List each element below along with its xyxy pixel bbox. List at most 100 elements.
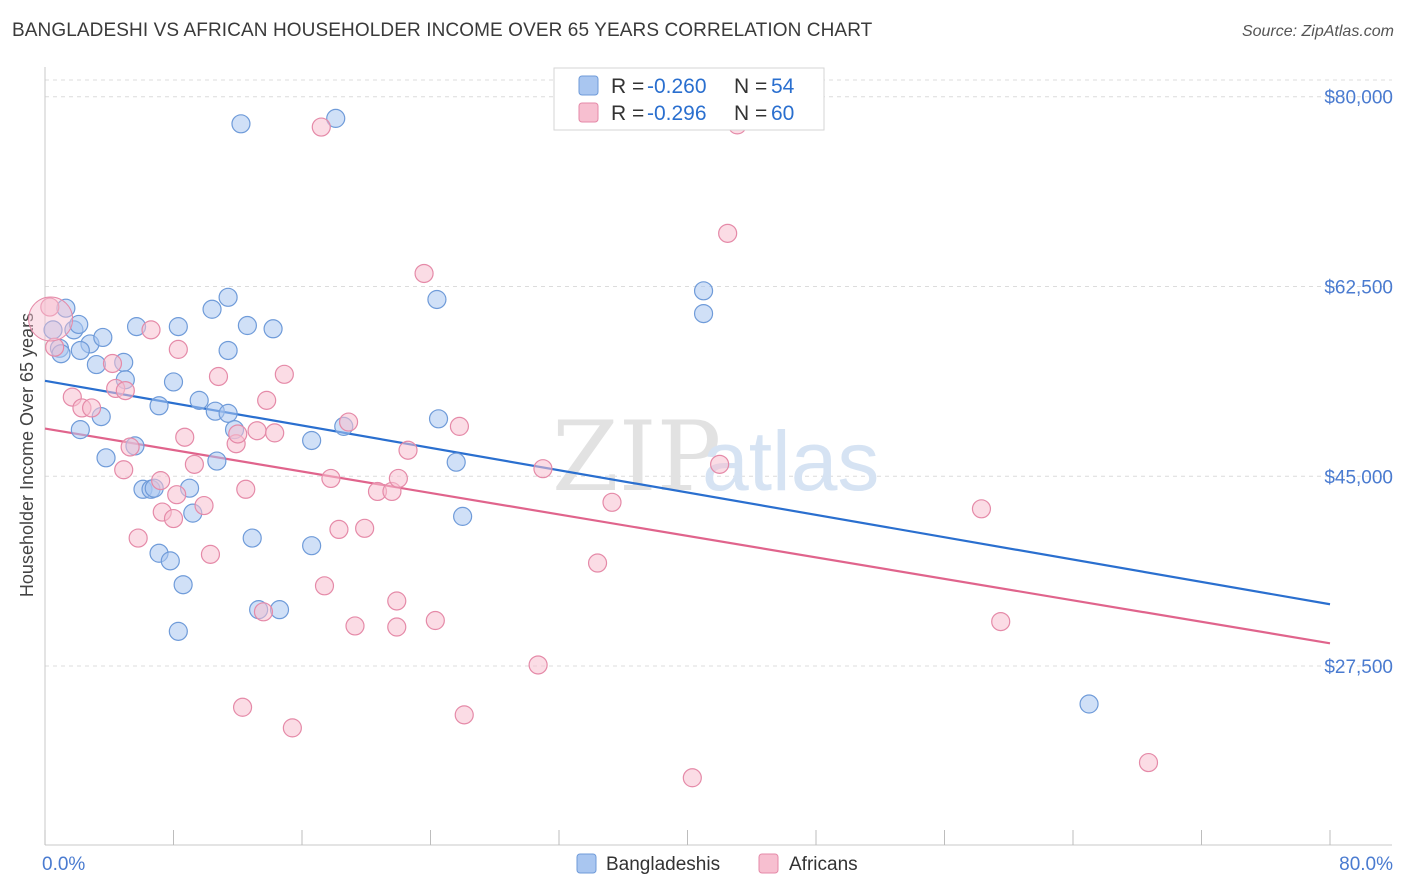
- y-tick-labels: $27,500 $45,000 $62,500 $80,000: [1324, 88, 1393, 678]
- data-point: [208, 366, 229, 387]
- data-point: [449, 416, 470, 436]
- data-point: [682, 768, 702, 788]
- data-point: [602, 492, 622, 512]
- data-point: [387, 617, 407, 637]
- data-point: [207, 451, 227, 471]
- data-point: [265, 423, 285, 443]
- data-point: [45, 337, 65, 357]
- data-point: [991, 611, 1011, 632]
- stats-legend-r-label: R =: [611, 75, 644, 98]
- data-point: [202, 299, 222, 319]
- data-point: [321, 468, 341, 489]
- x-tick-labels: 0.0% 80.0%: [42, 854, 1393, 875]
- stats-legend-r-value: -0.296: [647, 102, 707, 125]
- data-point: [218, 340, 238, 361]
- data-point: [236, 479, 256, 499]
- data-point: [114, 460, 134, 480]
- data-point: [228, 424, 248, 444]
- bottom-legend: Bangladeshis Africans: [576, 853, 858, 875]
- stats-legend-n-label: N =: [734, 75, 767, 98]
- data-point: [120, 437, 140, 457]
- data-point: [160, 551, 180, 571]
- data-point: [387, 591, 407, 611]
- data-point: [427, 289, 447, 310]
- stats-legend-box: [553, 67, 825, 131]
- data-point: [428, 409, 449, 429]
- data-point: [40, 297, 60, 317]
- data-point: [247, 421, 267, 441]
- data-point: [710, 454, 730, 474]
- data-point: [282, 718, 302, 738]
- data-point: [173, 575, 193, 595]
- data-point: [242, 528, 262, 548]
- data-point: [232, 697, 253, 717]
- data-point: [414, 263, 434, 284]
- x-tick-label: 80.0%: [1339, 854, 1393, 875]
- data-point: [194, 495, 214, 516]
- data-point: [693, 303, 714, 324]
- stats-legend: R = -0.260 N = 54 R = -0.296 N = 60: [553, 67, 825, 131]
- y-tick-label: $62,500: [1324, 277, 1393, 298]
- watermark-atlas: atlas: [702, 414, 879, 508]
- trend-lines: [44, 379, 1331, 645]
- stats-legend-n-value: 60: [771, 102, 794, 125]
- data-point: [388, 468, 408, 489]
- data-point: [329, 519, 349, 540]
- stats-legend-n-value: 54: [771, 75, 795, 98]
- data-point: [257, 390, 277, 410]
- data-point: [237, 315, 257, 336]
- data-point: [533, 459, 553, 479]
- data-point: [81, 398, 102, 418]
- data-point: [86, 354, 107, 375]
- data-point: [693, 281, 714, 301]
- source-credit: Source: ZipAtlas.com: [1241, 23, 1394, 40]
- data-point: [253, 602, 274, 622]
- data-point: [274, 364, 294, 384]
- data-point: [102, 353, 123, 374]
- data-point: [168, 339, 188, 359]
- data-point: [446, 452, 466, 472]
- data-point: [184, 454, 204, 474]
- trend-line-bangladeshis: [44, 379, 1331, 606]
- data-point: [128, 528, 148, 548]
- stats-legend-r-value: -0.260: [647, 75, 707, 98]
- data-point: [454, 705, 474, 725]
- data-point: [528, 655, 548, 675]
- bottom-legend-label-bangladeshis: Bangladeshis: [606, 854, 720, 875]
- data-point: [425, 610, 445, 631]
- stats-legend-swatch-africans: [578, 102, 599, 123]
- y-tick-label: $80,000: [1324, 88, 1393, 109]
- data-point: [168, 621, 188, 641]
- x-tick-label: 0.0%: [42, 854, 85, 875]
- data-point: [1079, 694, 1099, 714]
- bottom-legend-label-africans: Africans: [789, 854, 858, 875]
- data-point: [587, 553, 608, 573]
- stats-legend-r-label: R =: [611, 102, 644, 125]
- grid-lines: [45, 79, 1392, 667]
- data-point: [163, 508, 184, 529]
- watermark-zip: ZIP: [552, 401, 721, 513]
- data-point: [151, 471, 171, 491]
- data-point: [311, 117, 331, 137]
- data-point: [70, 340, 90, 361]
- stats-legend-n-label: N =: [734, 102, 767, 125]
- y-axis-title: Householder Income Over 65 years: [17, 313, 37, 597]
- data-point: [326, 108, 346, 128]
- data-point: [189, 390, 209, 410]
- data-point: [314, 576, 335, 596]
- data-point: [398, 440, 418, 460]
- stats-legend-swatch-bangladeshis: [578, 75, 599, 96]
- data-point: [718, 223, 738, 243]
- data-point: [453, 506, 473, 526]
- data-point: [149, 396, 169, 416]
- data-point: [345, 616, 365, 636]
- data-point: [96, 448, 116, 468]
- data-point: [163, 372, 184, 392]
- data-point: [269, 600, 290, 620]
- data-point: [218, 403, 238, 423]
- data-point: [1138, 752, 1159, 773]
- data-point: [70, 420, 90, 440]
- chart-title: BANGLADESHI VS AFRICAN HOUSEHOLDER INCOM…: [12, 20, 873, 41]
- series-africans: [40, 115, 1159, 788]
- data-point: [971, 499, 992, 519]
